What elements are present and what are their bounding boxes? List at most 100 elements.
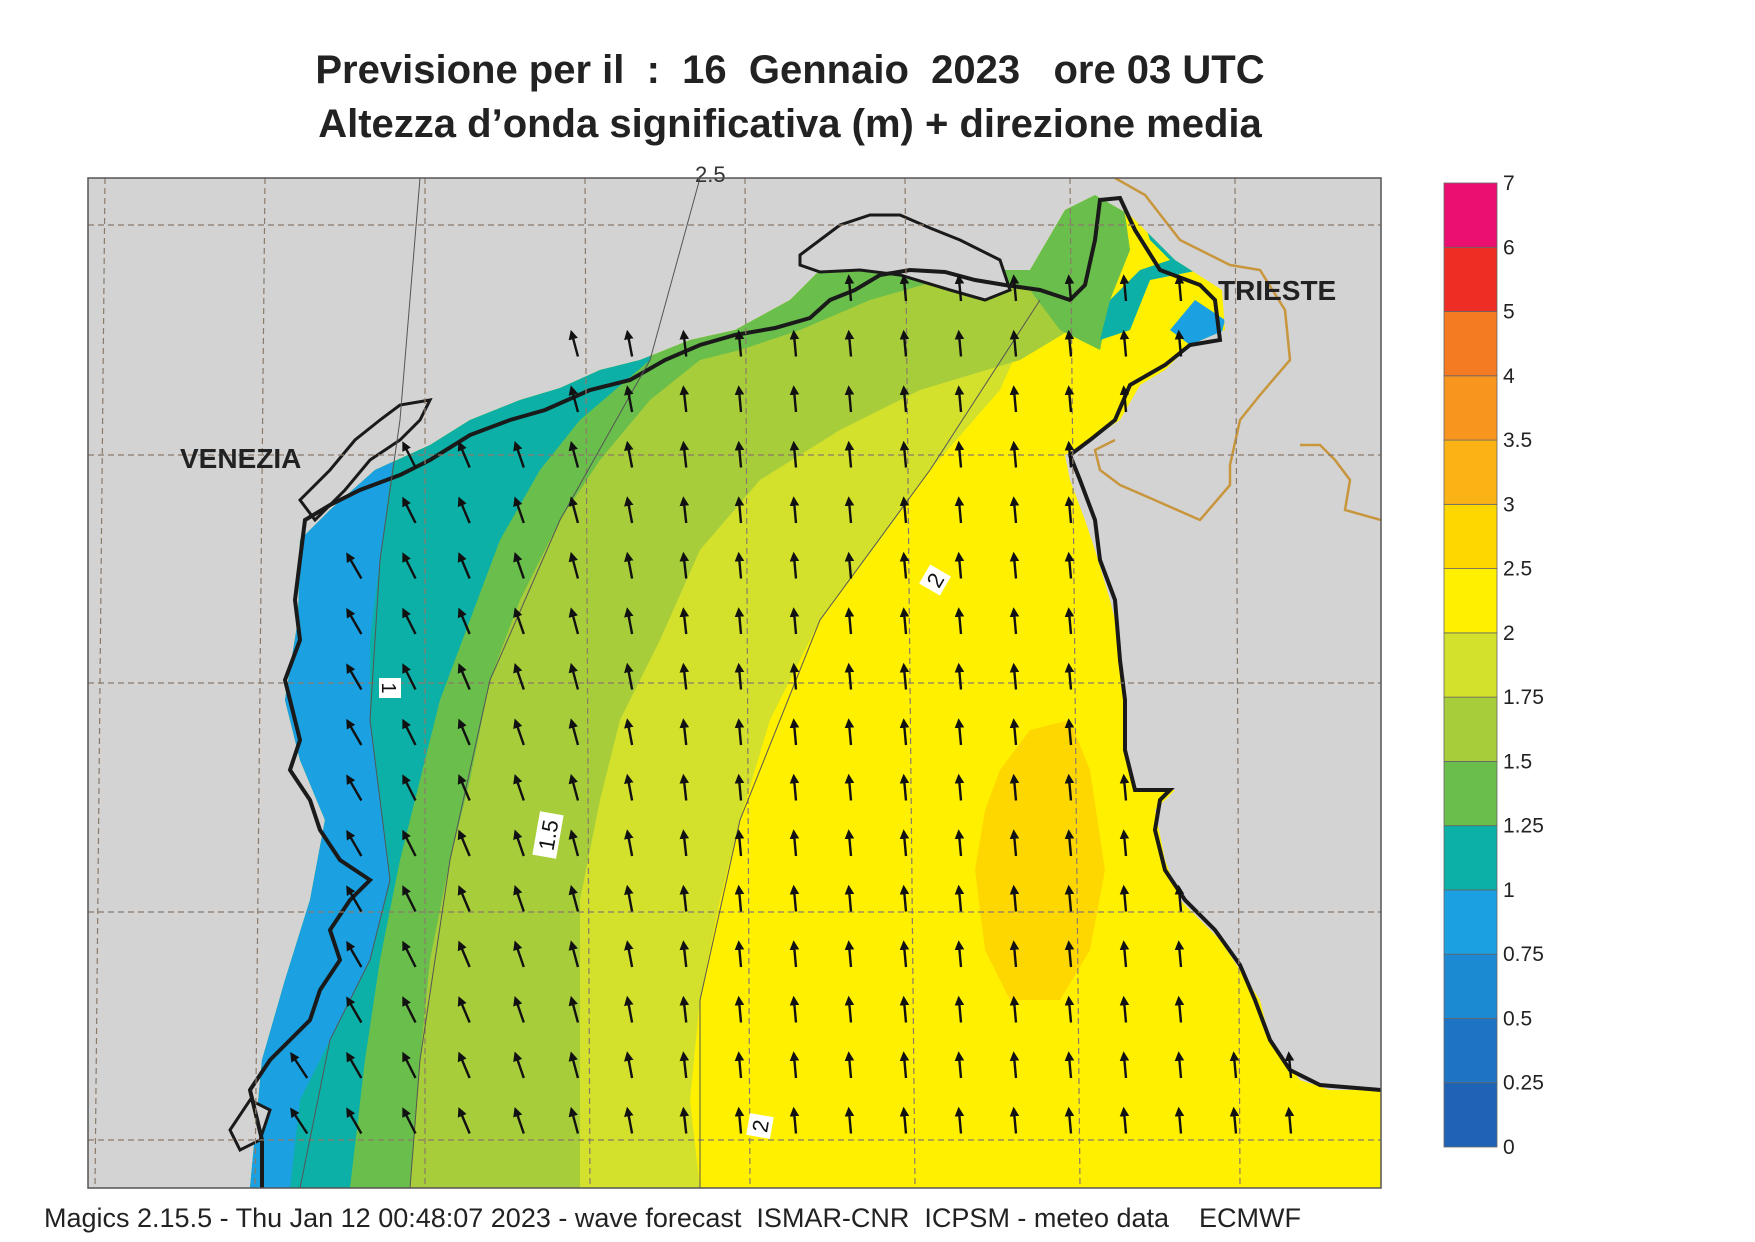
wave-arrow [899, 1051, 910, 1079]
wave-arrow [734, 773, 745, 801]
wave-arrow [1119, 940, 1130, 968]
wave-arrow [954, 329, 965, 357]
colorbar-tick-label: 0.5 [1503, 1007, 1532, 1030]
wave-arrow [624, 440, 634, 468]
wave-arrow [899, 551, 910, 579]
wave-arrow [844, 773, 855, 801]
wave-arrow [513, 551, 525, 579]
wave-arrow [346, 829, 363, 857]
wave-arrow [899, 607, 910, 635]
colorbar: 0 0.25 0.5 0.75 1 1.25 1.5 1.75 2 2.5 3 3.5 4 5 6 7 [1443, 172, 1544, 1159]
wave-arrow [568, 995, 580, 1023]
wave-arrow [734, 1051, 745, 1079]
wave-arrow [402, 441, 417, 469]
wave-arrow [457, 1051, 471, 1079]
wave-arrow [346, 774, 363, 802]
wave-arrow [899, 940, 910, 968]
wave-arrow [457, 663, 471, 690]
wave-arrow [457, 607, 471, 635]
wave-arrow [346, 607, 363, 635]
wave-arrow [513, 1106, 525, 1134]
wave-arrow [290, 1051, 309, 1079]
wave-arrow [1119, 829, 1130, 857]
wave-arrow [899, 440, 910, 468]
title-line-2: Altezza d’onda significativa (m) + direz… [318, 102, 1262, 146]
wave-arrow [513, 607, 525, 635]
wave-arrow [899, 995, 910, 1023]
wave-arrow [402, 607, 417, 635]
colorbar-swatch [1443, 439, 1498, 505]
colorbar-tick-label: 3.5 [1503, 429, 1532, 452]
colorbar-tick-label: 6 [1503, 236, 1515, 259]
wave-arrow [568, 662, 580, 690]
colorbar-tick-label: 5 [1503, 301, 1515, 324]
wave-arrow [954, 496, 965, 524]
wave-arrow [513, 496, 525, 524]
wave-arrow [679, 995, 690, 1023]
wave-arrow [789, 329, 800, 357]
colorbar-swatch [1443, 246, 1498, 312]
wave-arrow [513, 773, 525, 801]
wave-arrow [1174, 1106, 1185, 1134]
wave-arrow [513, 995, 525, 1023]
wave-arrow [1064, 607, 1075, 635]
colorbar-tick-label: 0.25 [1503, 1072, 1544, 1095]
wave-arrow [734, 718, 745, 746]
title-line-1: Previsione per il : 16 Gennaio 2023 ore … [315, 48, 1265, 92]
colorbar-tick-label: 1 [1503, 879, 1515, 902]
city-label-trieste: TRIESTE [1218, 275, 1336, 306]
wave-arrow [734, 385, 745, 413]
wave-arrow [1119, 1051, 1130, 1079]
wave-arrow [679, 440, 690, 468]
wave-arrow [457, 829, 471, 857]
wave-arrow [1119, 1106, 1130, 1134]
wave-arrow [734, 995, 745, 1023]
wave-arrow [624, 829, 634, 857]
wave-arrow [899, 884, 910, 912]
wave-arrow [679, 773, 690, 801]
colorbar-tick-label: 2 [1503, 622, 1515, 645]
wave-arrow [954, 662, 965, 690]
colorbar-swatch [1443, 825, 1498, 891]
wave-arrow [457, 774, 471, 801]
wave-arrow [1064, 662, 1075, 690]
wave-arrow [624, 995, 634, 1023]
colorbar-swatch [1443, 953, 1498, 1019]
wave-arrow [1284, 1106, 1295, 1134]
colorbar-swatch [1443, 311, 1498, 377]
wave-arrow [1009, 607, 1020, 635]
wave-arrow [402, 496, 417, 524]
wave-arrow [789, 496, 800, 524]
graticule [88, 178, 1381, 1188]
colorbar-tick-label: 3 [1503, 493, 1515, 516]
wave-arrow [954, 884, 965, 912]
wave-arrow [844, 884, 855, 912]
wave-arrow [346, 1107, 363, 1135]
colorbar-swatch [1443, 375, 1498, 441]
colorbar-swatch [1443, 1018, 1498, 1084]
wave-arrow [734, 329, 745, 357]
wave-arrow [1064, 385, 1075, 413]
national-border [1093, 178, 1381, 522]
wave-arrow [1174, 274, 1185, 302]
wave-arrow [1064, 551, 1075, 579]
colorbar-swatch [1443, 696, 1498, 762]
wave-arrow [1284, 1051, 1295, 1079]
colorbar-tick-label: 0 [1503, 1136, 1515, 1159]
wave-arrow [1009, 884, 1020, 912]
wave-arrow [513, 662, 525, 690]
coastline [247, 195, 1381, 1188]
wave-arrow [402, 1051, 417, 1079]
wave-arrow [1064, 329, 1075, 357]
wave-arrow [789, 718, 800, 746]
colorbar-tick-label: 0.75 [1503, 943, 1544, 966]
wave-arrow [899, 662, 910, 690]
wave-arrow [734, 551, 745, 579]
wave-arrow [789, 829, 800, 857]
wave-arrow [624, 718, 634, 746]
wave-arrow [624, 773, 634, 801]
wave-arrow [899, 496, 910, 524]
wave-arrow [789, 884, 800, 912]
wave-arrow [899, 385, 910, 413]
wave-arrow [844, 551, 855, 579]
